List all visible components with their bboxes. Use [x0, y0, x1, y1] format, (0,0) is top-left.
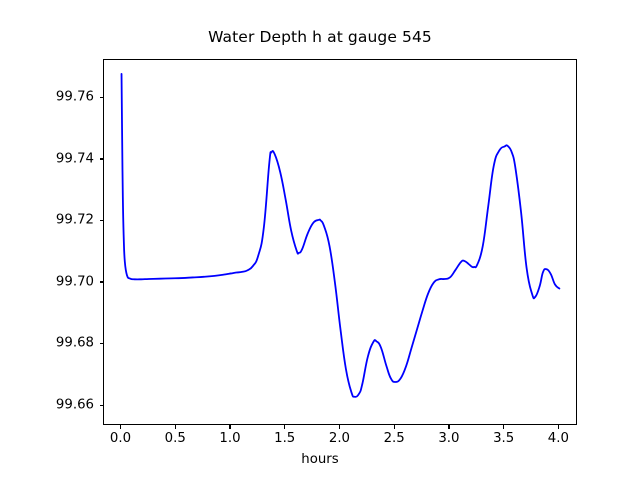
- x-axis-tick-label: 3.0: [438, 431, 460, 446]
- x-axis-tick-label: 0.5: [164, 431, 186, 446]
- x-axis-tick-mark: [448, 425, 450, 429]
- x-axis-label: hours: [301, 452, 339, 467]
- series-h-line: [120, 72, 561, 398]
- x-axis-tick-mark: [338, 425, 341, 429]
- x-axis-tick-label: 1.0: [219, 431, 241, 446]
- x-axis-tick-label: 0.0: [109, 431, 132, 446]
- y-axis-tick-mark: [99, 404, 103, 406]
- y-axis-tick-labels: 99.66 99.68 99.70 99.72 99.74 99.76: [0, 0, 94, 480]
- y-axis-tick-label: 99.66: [55, 397, 94, 413]
- x-axis-tick-mark: [393, 425, 395, 429]
- y-axis-tick-label: 99.68: [55, 335, 94, 351]
- data-line-plot: [120, 72, 561, 398]
- y-axis-tick-mark: [99, 219, 103, 222]
- y-axis-tick-mark: [99, 342, 103, 345]
- x-axis-tick-label: 2.0: [328, 431, 351, 446]
- x-axis-tick-mark: [557, 425, 560, 429]
- y-axis-tick-mark: [99, 158, 103, 160]
- x-axis-tick-mark: [174, 425, 176, 429]
- chart-title: Water Depth h at gauge 545: [208, 28, 432, 46]
- x-axis-tick-label: 2.5: [383, 431, 405, 446]
- x-axis-tick-label: 1.5: [274, 431, 296, 446]
- x-axis-tick-label: 3.5: [493, 431, 515, 446]
- x-axis-tick-mark: [229, 425, 231, 429]
- y-axis-tick-mark: [99, 96, 103, 99]
- y-axis-tick-mark: [99, 281, 103, 283]
- x-axis-tick-mark: [120, 425, 122, 429]
- plot-area: [103, 59, 577, 425]
- y-axis-tick-label: 99.70: [55, 274, 94, 290]
- x-axis-tick-mark: [503, 425, 505, 429]
- y-axis-tick-label: 99.76: [55, 89, 94, 105]
- y-axis-tick-label: 99.74: [55, 151, 94, 167]
- y-axis-tick-label: 99.72: [55, 212, 94, 228]
- x-axis-tick-label: 4.0: [547, 431, 569, 446]
- x-axis-tick-mark: [284, 425, 286, 429]
